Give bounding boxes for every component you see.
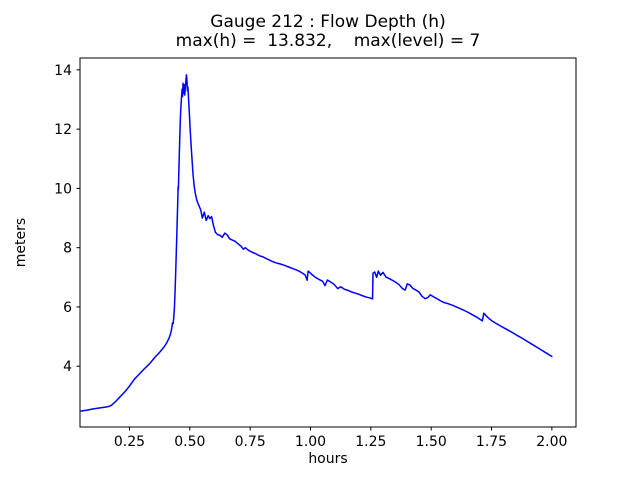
x-tick-label: 0.75	[235, 434, 266, 450]
y-tick-label: 12	[54, 122, 72, 138]
chart-subtitle: max(h) = 13.832, max(level) = 7	[176, 31, 481, 51]
y-tick-label: 4	[63, 359, 72, 375]
axes-box	[79, 57, 577, 428]
x-tick-label: 2.00	[536, 434, 567, 450]
y-tick-label: 10	[54, 181, 72, 197]
x-tick-label: 1.25	[355, 434, 386, 450]
x-tick-label: 1.00	[295, 434, 326, 450]
y-tick-label: 6	[63, 300, 72, 316]
x-tick-label: 1.50	[416, 434, 447, 450]
x-tick-label: 0.25	[114, 434, 145, 450]
x-axis-ticks: 0.25 0.50 0.75 1.00 1.25 1.50 1.75 2.00	[114, 427, 567, 450]
chart-title: Gauge 212 : Flow Depth (h)	[210, 12, 445, 32]
x-tick-label: 1.75	[476, 434, 507, 450]
flow-depth-line	[80, 74, 553, 412]
x-tick-label: 0.50	[174, 434, 205, 450]
y-tick-label: 8	[63, 241, 72, 257]
y-tick-label: 14	[54, 63, 72, 79]
y-axis-label: meters	[13, 218, 29, 267]
y-axis-ticks: 4 6 8 10 12 14	[54, 63, 80, 375]
x-axis-label: hours	[308, 451, 347, 467]
